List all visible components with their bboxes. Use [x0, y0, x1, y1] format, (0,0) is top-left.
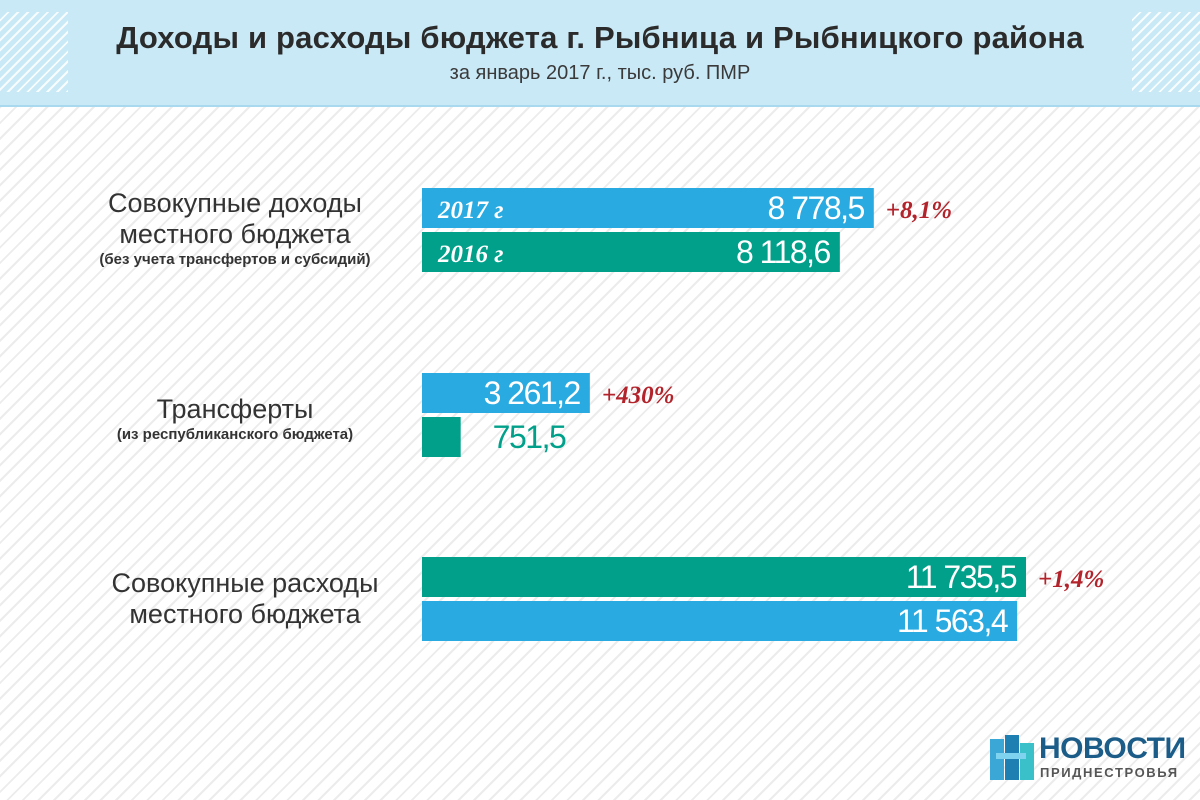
group-title-expenses: Совокупные расходы местного бюджета	[111, 568, 379, 629]
hatch-decoration-left	[0, 12, 68, 92]
page-title: Доходы и расходы бюджета г. Рыбница и Ры…	[116, 20, 1084, 55]
page-subtitle: за январь 2017 г., тыс. руб. ПМР	[449, 62, 751, 84]
bar-year-label: 2017 г	[437, 197, 503, 224]
logo-text-line1: НОВОСТИ	[1039, 732, 1186, 765]
group-note-income: (без учета трансфертов и субсидий)	[99, 251, 371, 268]
bar-value-label: 8 118,6	[736, 234, 831, 270]
group-title-income: Совокупные доходы местного бюджета	[108, 188, 362, 249]
header-banner: Доходы и расходы бюджета г. Рыбница и Ры…	[0, 0, 1200, 107]
change-percent-label: +430%	[602, 382, 675, 409]
bar-g1-1	[422, 417, 461, 457]
bar-value-label: 751,5	[493, 419, 566, 455]
group-title-transfers: Трансферты	[156, 394, 314, 424]
bar-value-label: 3 261,2	[484, 375, 581, 411]
hatch-decoration-right	[1132, 12, 1200, 92]
change-percent-label: +8,1%	[886, 197, 952, 224]
bar-g1-0	[422, 373, 590, 413]
bar-g2-1	[422, 601, 1018, 641]
bar-year-label: 2016 г	[437, 241, 503, 268]
group-label-income: Совокупные доходы местного бюджета (без …	[60, 188, 410, 270]
news-logo: НОВОСТИ ПРИДНЕСТРОВЬЯ	[990, 732, 1190, 785]
bar-value-label: 11 735,5	[906, 559, 1017, 595]
group-label-expenses: Совокупные расходы местного бюджета	[60, 568, 430, 630]
logo-text-line2: ПРИДНЕСТРОВЬЯ	[1040, 765, 1179, 780]
bar-g0-1	[422, 232, 840, 272]
bar-g2-0	[422, 557, 1026, 597]
bar-value-label: 8 778,5	[768, 190, 865, 226]
group-label-transfers: Трансферты (из республиканского бюджета)	[70, 394, 400, 445]
bar-g0-0	[422, 188, 874, 228]
change-percent-label: +1,4%	[1038, 566, 1104, 593]
bar-value-label: 11 563,4	[897, 603, 1008, 639]
logo-mark-icon	[990, 735, 1034, 780]
group-note-transfers: (из республиканского бюджета)	[116, 426, 354, 443]
